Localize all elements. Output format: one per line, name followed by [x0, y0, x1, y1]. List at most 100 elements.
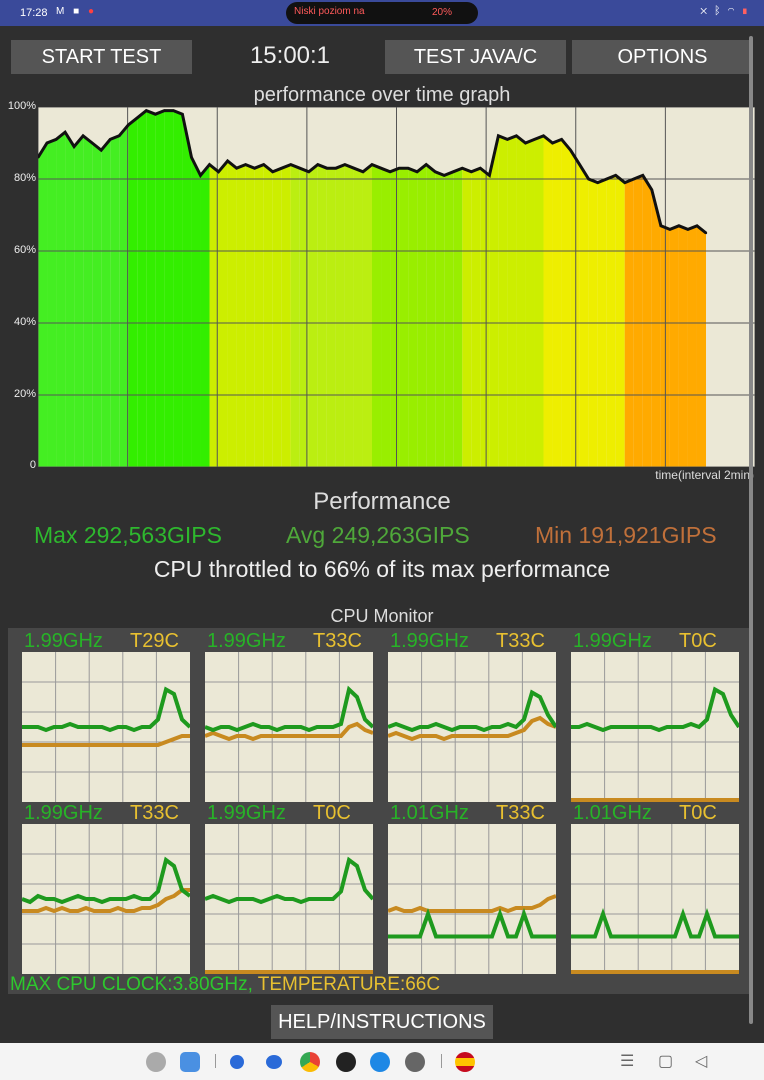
core-frequency: 1.99GHz [207, 630, 286, 652]
area-segment [651, 189, 661, 467]
test-java-c-button[interactable]: TEST JAVA/C [385, 40, 566, 74]
core-cpu-line [388, 689, 556, 733]
data-point [668, 228, 672, 231]
files-icon[interactable] [180, 1052, 200, 1072]
area-segment [462, 168, 472, 467]
area-segment [353, 168, 363, 467]
core-frequency: 1.01GHz [573, 802, 652, 824]
area-segment [182, 114, 192, 467]
core-temperature-line [22, 888, 190, 914]
area-segment [209, 164, 219, 467]
browser-icon[interactable] [370, 1052, 390, 1072]
data-point [434, 170, 437, 173]
performance-heading: Performance [313, 488, 451, 515]
help-instructions-button[interactable]: HELP/INSTRUCTIONS [271, 1005, 493, 1039]
app-icon: ■ [73, 6, 83, 17]
y-tick: 0 [29, 459, 36, 471]
apps-icon[interactable] [146, 1052, 166, 1072]
data-point [325, 167, 329, 170]
data-point [280, 167, 283, 170]
options-button[interactable]: OPTIONS [572, 40, 753, 74]
area-segment [65, 132, 75, 467]
core-frequency: 1.99GHz [24, 802, 103, 824]
data-point [470, 170, 473, 173]
chrome-icon[interactable] [300, 1052, 320, 1072]
camera-icon[interactable] [336, 1052, 356, 1072]
data-point [298, 167, 301, 170]
area-segment [552, 139, 562, 467]
area-segment [399, 168, 409, 467]
area-segment [543, 135, 553, 467]
y-tick: 100% [7, 100, 36, 112]
area-segment [83, 135, 93, 467]
data-point [208, 163, 211, 166]
area-segment [326, 168, 336, 467]
performance-graph: 100% 80% 60% 40% 20% 0 [0, 100, 764, 485]
data-point [641, 174, 644, 177]
recents-icon[interactable]: ☰ [620, 1053, 635, 1070]
data-point [596, 181, 599, 184]
x-axis-label: time(interval 2min) [655, 468, 754, 482]
core-chart-background [571, 824, 739, 974]
throttle-summary: CPU throttled to 66% of its max performa… [153, 556, 611, 582]
start-test-button[interactable]: START TEST [11, 40, 192, 74]
area-segment [525, 139, 535, 467]
core-usage-chart [388, 824, 556, 974]
area-segment [696, 225, 706, 467]
area-segment [308, 164, 318, 467]
phone-icon[interactable] [230, 1055, 244, 1069]
dock-divider [441, 1054, 442, 1068]
area-segment [47, 139, 57, 467]
settings-icon[interactable] [405, 1052, 425, 1072]
data-point [91, 141, 94, 145]
cpu-core-card: 1.99GHz T33C [8, 800, 190, 974]
data-point [587, 177, 590, 181]
min-performance: Min 191,921GIPS [535, 522, 717, 548]
cpu-monitor-panel: 1.99GHz T29C 1.99GHz T33C 1.99GHz T33C 1.99GHz… [8, 628, 752, 994]
area-segment [669, 225, 679, 467]
data-point [253, 167, 256, 170]
core-cpu-line [205, 856, 373, 905]
cpu-core-card: 1.99GHz T0C [557, 628, 739, 802]
core-temperature-line [22, 734, 190, 747]
battery-notification-pill[interactable]: Niski poziom na 20% [286, 2, 478, 24]
area-segment [92, 143, 102, 467]
area-segment [281, 164, 291, 467]
cpu-footer: MAX CPU CLOCK:3.80GHz, TEMPERATURE:66C [10, 974, 440, 996]
battery-icon: ▮ [741, 5, 750, 17]
core-cpu-line [22, 686, 190, 733]
back-icon[interactable]: ◁ [695, 1053, 708, 1070]
area-segment [507, 135, 517, 467]
area-segment [498, 135, 508, 467]
data-point [677, 224, 681, 227]
avg-performance: Avg 249,263GIPS [286, 522, 470, 548]
data-point [163, 109, 166, 112]
core-temperature: T0C [313, 802, 351, 824]
data-point [650, 188, 653, 191]
data-point [154, 113, 157, 116]
core-cpu-line [571, 908, 739, 939]
area-segment [615, 175, 625, 467]
data-point [109, 138, 112, 141]
data-point [632, 177, 635, 181]
max-cpu-clock: MAX CPU CLOCK:3.80GHz, [10, 974, 253, 995]
area-segment [570, 150, 580, 467]
area-segment [633, 175, 643, 467]
bluetooth-icon: ᛒ [714, 5, 723, 17]
mute-icon: ✕ [700, 5, 709, 17]
area-segment [381, 168, 391, 467]
area-segment [299, 168, 309, 467]
area-segment [362, 164, 372, 467]
area-segment [101, 139, 111, 467]
data-point [181, 113, 184, 116]
data-point [515, 134, 518, 137]
flag-app-icon[interactable] [455, 1052, 475, 1072]
cpu-core-card: 1.99GHz T33C [191, 628, 373, 802]
core-temperature: T33C [496, 630, 545, 652]
data-point [704, 231, 708, 235]
area-segment [38, 143, 48, 467]
home-icon[interactable]: ▢ [658, 1053, 674, 1070]
scrollbar[interactable] [749, 36, 753, 1024]
data-point [45, 141, 49, 145]
messages-icon[interactable] [266, 1055, 282, 1069]
